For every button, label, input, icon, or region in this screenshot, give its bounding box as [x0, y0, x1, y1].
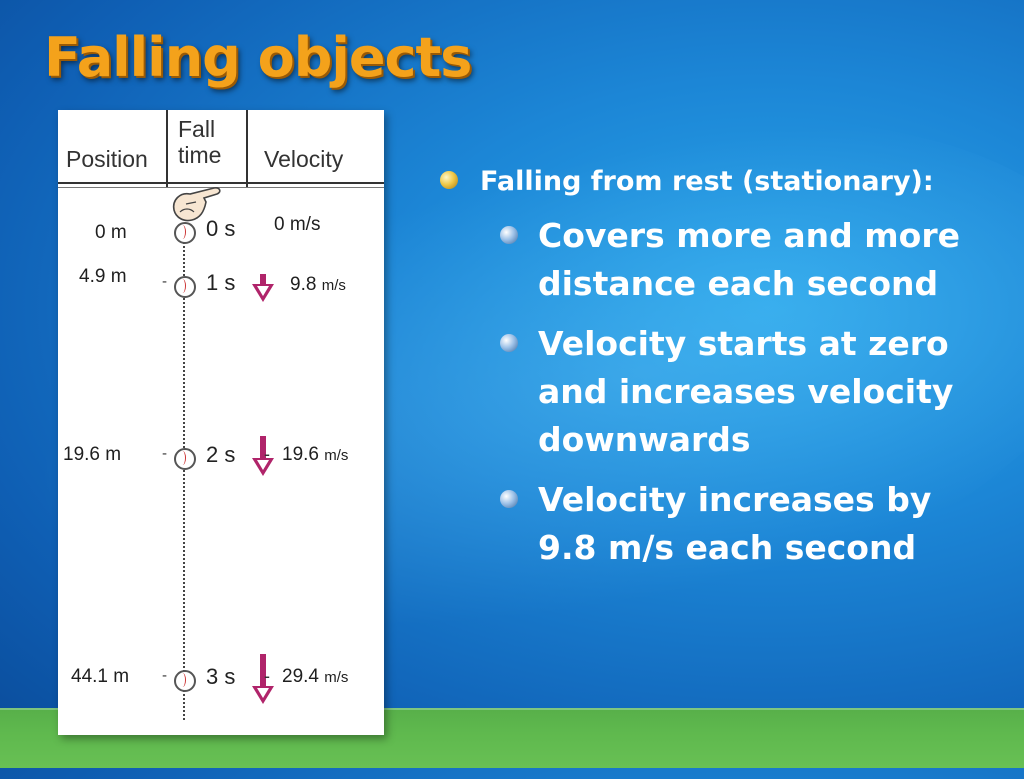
- header-fall-time: Fall time: [178, 116, 222, 168]
- velocity-value: 9.8 m/s: [288, 274, 348, 296]
- header-divider: [166, 110, 168, 188]
- position-value: 19.6 m: [60, 444, 125, 466]
- time-value: 2 s: [206, 442, 236, 467]
- bullet-level2: Covers more and more distance each secon…: [500, 212, 1000, 308]
- row-0s: 0 m 0 s 0 m/s: [58, 214, 384, 248]
- time-value: 3 s: [206, 664, 236, 689]
- velocity-value: 29.4 m/s: [280, 666, 351, 688]
- tick-mark: -: [162, 274, 168, 290]
- header-position: Position: [66, 146, 148, 172]
- bullet-list: Falling from rest (stationary): Covers m…: [440, 160, 1000, 584]
- bullet-icon: [500, 226, 518, 244]
- tick-mark: -: [162, 668, 168, 684]
- slide-title: Falling objects: [44, 26, 472, 89]
- header-rule: [58, 187, 384, 188]
- row-1s: 4.9 m - 1 s 9.8 m/s: [58, 266, 384, 302]
- tick-mark: -: [264, 444, 270, 464]
- velocity-value: 0 m/s: [272, 214, 323, 236]
- position-value: 0 m: [92, 222, 130, 244]
- bullet-level2: Velocity increases by 9.8 m/s each secon…: [500, 476, 1000, 572]
- row-2s: 19.6 m - 2 s - 19.6 m/s: [58, 436, 384, 476]
- tick-mark: -: [264, 666, 270, 686]
- bullet-text: Covers more and more distance each secon…: [538, 216, 960, 303]
- bullet-level1: Falling from rest (stationary):: [440, 160, 1000, 204]
- ball-icon: [174, 448, 196, 470]
- time-value: 0 s: [206, 216, 236, 241]
- position-value: 4.9 m: [76, 266, 130, 288]
- bullet-icon: [440, 171, 458, 189]
- bullet-icon: [500, 490, 518, 508]
- bullet-text: Velocity starts at zero and increases ve…: [538, 324, 954, 459]
- falling-diagram: Position Fall time Velocity 0 m 0 s 0 m/…: [58, 110, 384, 735]
- position-value: 44.1 m: [68, 666, 133, 688]
- header-rule: [58, 182, 384, 184]
- bullet-text: Falling from rest (stationary):: [480, 166, 934, 197]
- ball-icon: [174, 276, 196, 298]
- tick-mark: -: [162, 446, 168, 462]
- hand-icon: [172, 187, 221, 222]
- row-3s: 44.1 m - 3 s - 29.4 m/s: [58, 654, 384, 704]
- bullet-icon: [500, 334, 518, 352]
- ball-icon: [174, 670, 196, 692]
- ball-icon: [174, 222, 196, 244]
- drop-path: [183, 230, 185, 720]
- bullet-text: Velocity increases by 9.8 m/s each secon…: [538, 480, 932, 567]
- time-value: 1 s: [206, 270, 236, 295]
- header-divider: [246, 110, 248, 188]
- velocity-value: 19.6 m/s: [280, 444, 351, 466]
- bullet-level2: Velocity starts at zero and increases ve…: [500, 320, 1000, 464]
- header-velocity: Velocity: [264, 146, 344, 172]
